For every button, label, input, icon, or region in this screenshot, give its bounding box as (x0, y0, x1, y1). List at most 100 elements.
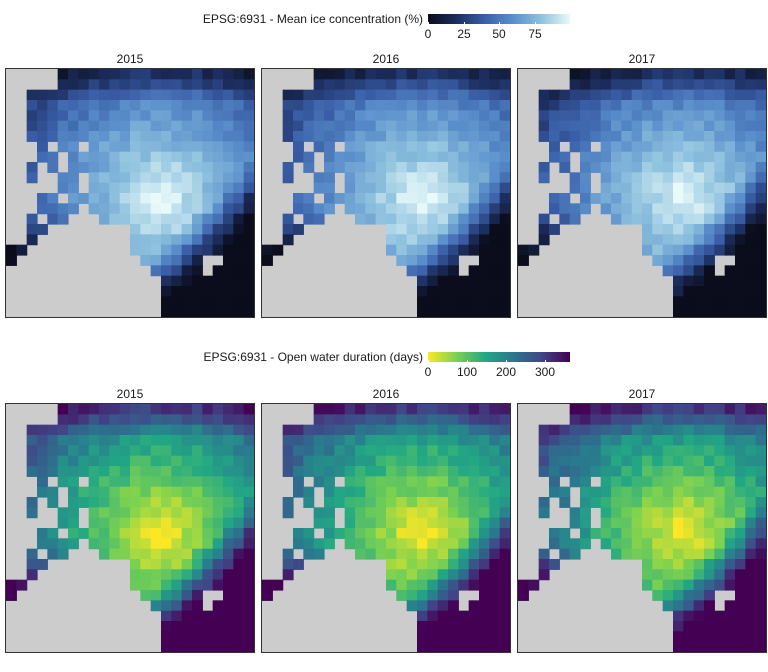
map-cell (130, 548, 141, 560)
map-cell (580, 528, 591, 539)
map-cell (181, 89, 193, 101)
map-cell (396, 528, 408, 539)
map-cell (417, 631, 428, 643)
map-cell (693, 120, 705, 132)
map-cell (642, 404, 653, 415)
map-cell (642, 435, 653, 446)
map-cell (282, 466, 294, 477)
map-cell (192, 641, 203, 652)
water-tick-label: 0 (424, 365, 432, 379)
map-cell (693, 641, 705, 652)
map-cell (192, 476, 203, 488)
map-cell (57, 120, 69, 132)
map-cell (437, 579, 449, 591)
map-cell (735, 445, 746, 457)
map-cell (458, 151, 470, 163)
map-cell (282, 100, 294, 111)
map-cell (499, 110, 510, 122)
map-cell (724, 559, 736, 570)
map-cell (223, 600, 234, 612)
map-cell (600, 528, 612, 539)
map-cell (683, 404, 695, 415)
map-cell (621, 89, 633, 101)
map-cell (458, 476, 470, 488)
water-map-2015 (5, 403, 255, 653)
map-cell (693, 286, 705, 297)
map-cell (406, 424, 418, 436)
map-cell (78, 455, 90, 467)
map-cell (704, 306, 715, 317)
map-cell (88, 172, 100, 184)
map-cell (683, 631, 695, 643)
map-cell (611, 528, 622, 539)
map-cell (468, 296, 480, 308)
map-cell (652, 548, 664, 560)
map-cell (99, 110, 110, 122)
map-cell (406, 162, 418, 173)
map-cell (704, 528, 715, 539)
map-cell (243, 213, 254, 225)
map-cell (714, 100, 726, 111)
map-cell (479, 193, 490, 204)
map-cell (621, 424, 633, 436)
map-cell (47, 455, 59, 467)
map-cell (233, 610, 245, 622)
map-cell (150, 255, 162, 266)
map-cell (233, 600, 245, 612)
map-cell (171, 631, 183, 643)
map-cell (724, 182, 736, 194)
map-cell (140, 213, 152, 225)
map-cell (489, 110, 501, 122)
map-cell (406, 528, 418, 539)
map-cell (365, 193, 377, 204)
map-cell (119, 141, 131, 153)
map-cell (78, 445, 90, 457)
map-cell (549, 559, 560, 570)
map-cell (47, 89, 59, 101)
map-cell (417, 244, 428, 256)
map-cell (499, 286, 510, 297)
map-cell (99, 404, 110, 415)
map-cell (233, 621, 245, 632)
map-cell (161, 579, 172, 591)
map-cell (365, 404, 377, 415)
map-cell (334, 528, 346, 539)
map-cell (683, 100, 695, 111)
map-cell (212, 265, 224, 277)
map-cell (417, 610, 428, 622)
map-cell (652, 120, 664, 132)
map-cell (375, 120, 387, 132)
map-cell (417, 172, 428, 184)
map-cell (427, 69, 439, 80)
map-cell (662, 445, 674, 457)
map-cell (396, 89, 408, 101)
map-cell (212, 621, 224, 632)
map-cell (427, 141, 439, 153)
map-cell (499, 486, 510, 498)
map-cell (704, 213, 715, 225)
map-cell (714, 569, 726, 581)
map-cell (57, 213, 69, 225)
map-cell (57, 538, 69, 550)
map-cell (161, 172, 172, 184)
map-cell (745, 110, 757, 122)
map-cell (631, 110, 643, 122)
map-cell (499, 435, 510, 446)
map-cell (652, 569, 664, 581)
map-cell (223, 621, 234, 632)
map-cell (499, 476, 510, 488)
map-cell (458, 424, 470, 436)
map-cell (386, 141, 397, 153)
map-cell (386, 404, 397, 415)
map-cell (468, 414, 480, 426)
map-cell (140, 172, 152, 184)
map-cell (171, 569, 183, 581)
map-cell (181, 455, 193, 467)
map-cell (212, 538, 224, 550)
map-cell (313, 182, 325, 194)
map-cell (652, 517, 664, 529)
map-cell (642, 538, 653, 550)
map-cell (324, 131, 335, 142)
map-cell (243, 476, 254, 488)
map-cell (489, 120, 501, 132)
